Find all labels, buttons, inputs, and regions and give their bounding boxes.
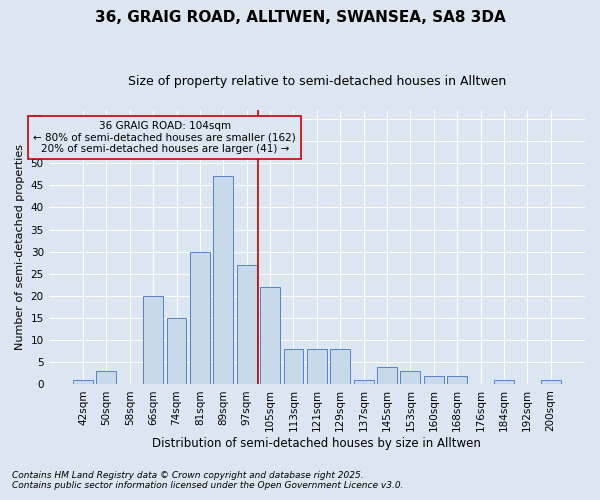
Text: 36, GRAIG ROAD, ALLTWEN, SWANSEA, SA8 3DA: 36, GRAIG ROAD, ALLTWEN, SWANSEA, SA8 3D… [95,10,505,25]
Bar [307,349,327,384]
Bar [494,380,514,384]
Bar [214,176,233,384]
Bar [400,371,421,384]
Bar [143,296,163,384]
Bar [260,287,280,384]
Bar [353,380,374,384]
Bar [97,371,116,384]
Bar [190,252,210,384]
Text: Contains HM Land Registry data © Crown copyright and database right 2025.
Contai: Contains HM Land Registry data © Crown c… [12,470,404,490]
Title: Size of property relative to semi-detached houses in Alltwen: Size of property relative to semi-detach… [128,75,506,88]
X-axis label: Distribution of semi-detached houses by size in Alltwen: Distribution of semi-detached houses by … [152,437,481,450]
Bar [541,380,560,384]
Bar [424,376,443,384]
Bar [447,376,467,384]
Y-axis label: Number of semi-detached properties: Number of semi-detached properties [15,144,25,350]
Bar [330,349,350,384]
Bar [73,380,93,384]
Bar [237,265,257,384]
Bar [377,367,397,384]
Text: 36 GRAIG ROAD: 104sqm
← 80% of semi-detached houses are smaller (162)
20% of sem: 36 GRAIG ROAD: 104sqm ← 80% of semi-deta… [34,121,296,154]
Bar [167,318,187,384]
Bar [284,349,304,384]
